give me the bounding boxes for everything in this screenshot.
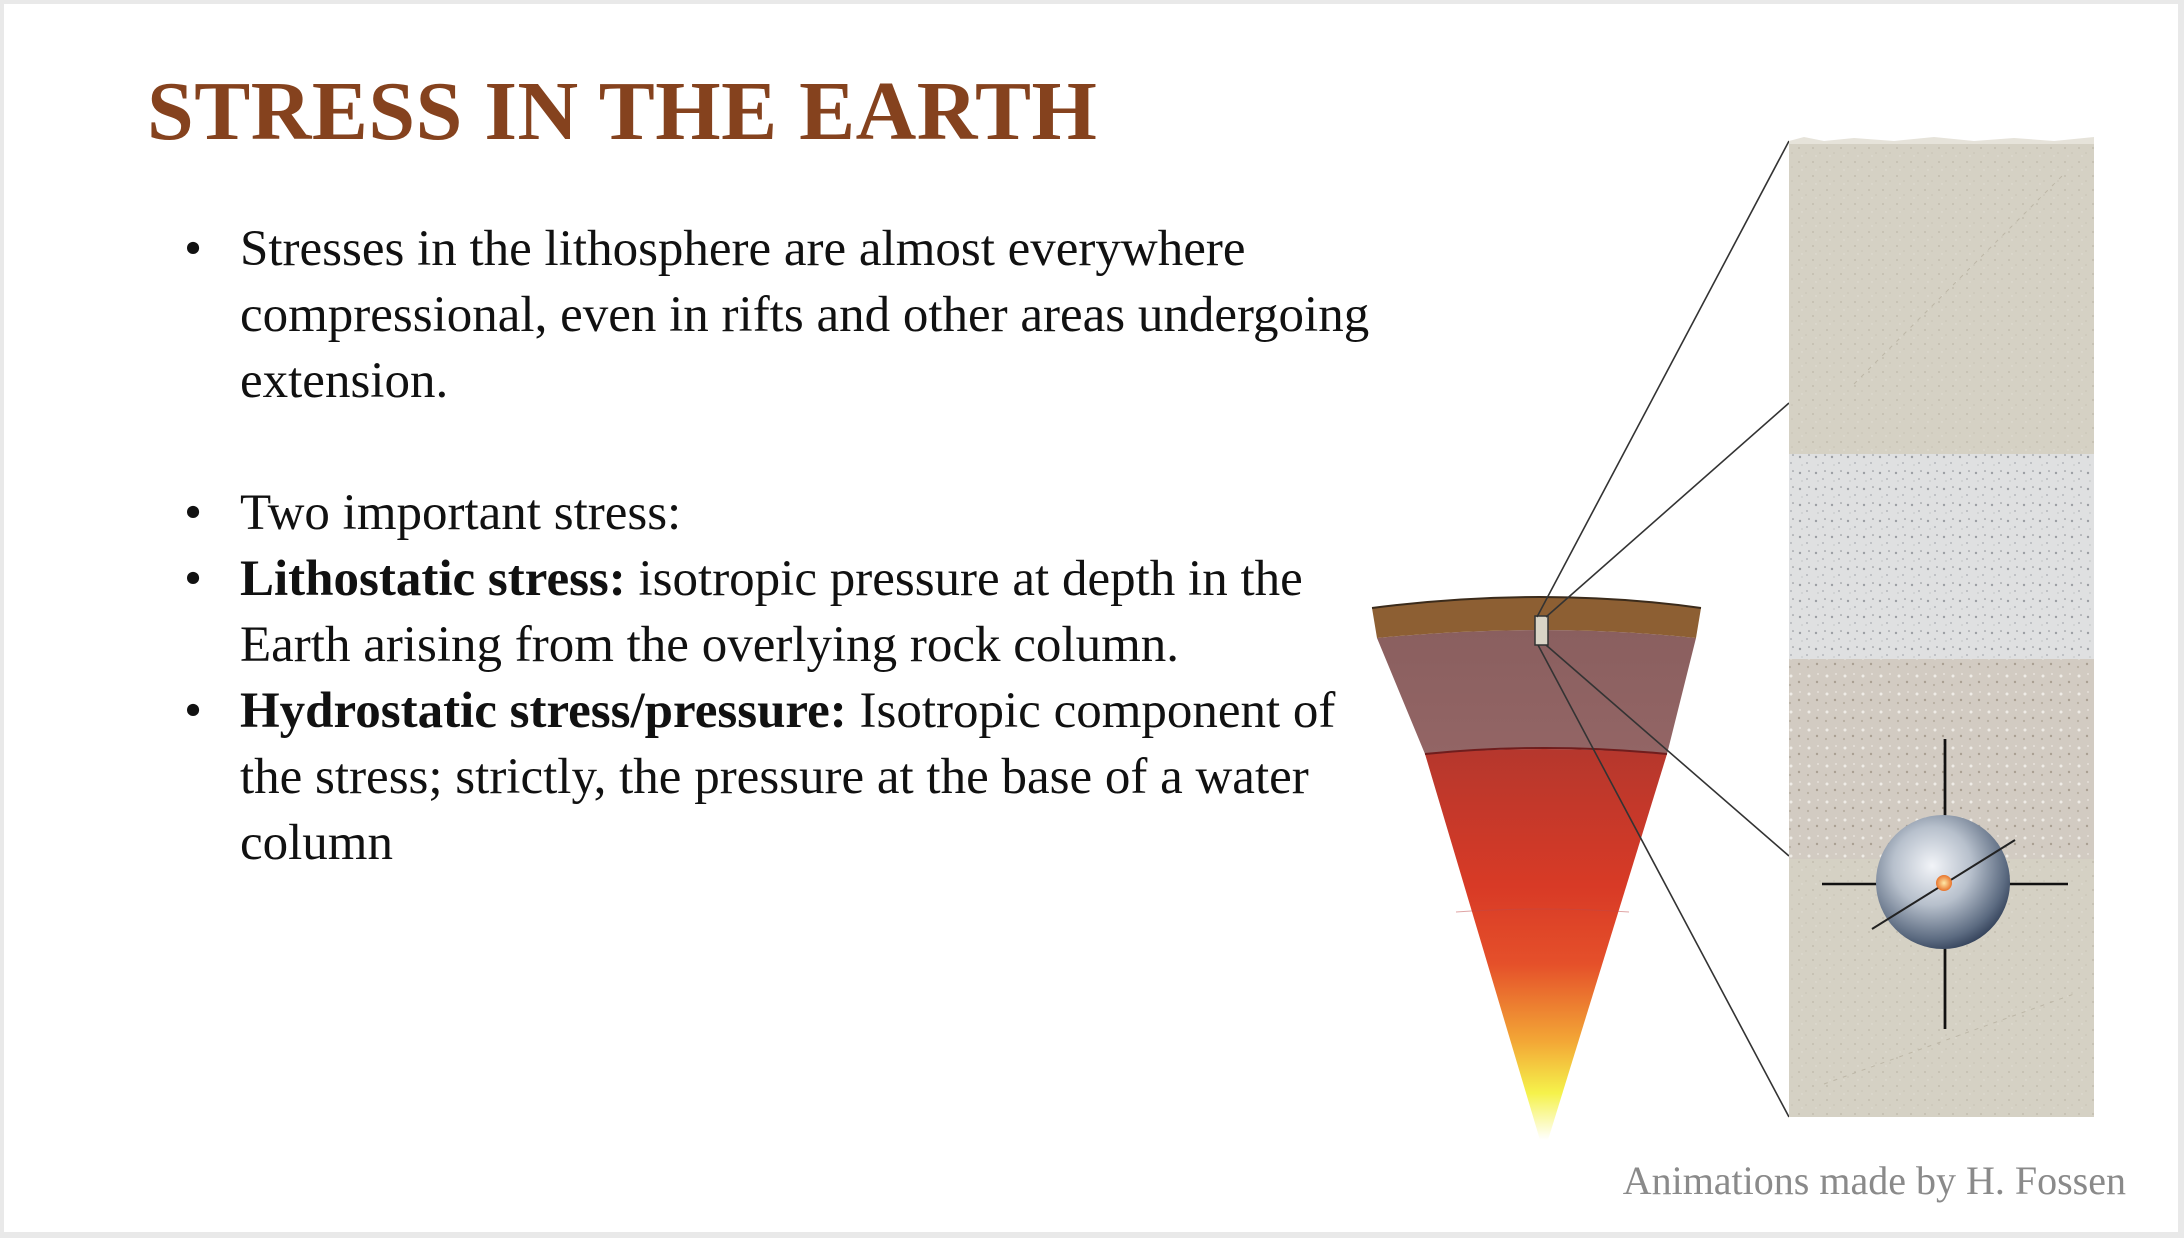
bullet-icon: • bbox=[184, 683, 202, 739]
bullet-bold: Lithostatic stress: bbox=[240, 551, 626, 607]
bullet-list: • Stresses in the lithosphere are almost… bbox=[184, 216, 1370, 876]
bullet-item: • Hydrostatic stress/pressure: Isotropic… bbox=[184, 678, 1370, 876]
slide-title: STRESS IN THE EARTH bbox=[147, 65, 1098, 158]
bullet-text: isotropic pressure at depth in the Earth… bbox=[240, 551, 1303, 673]
mantle-layer bbox=[1377, 630, 1696, 754]
core-region bbox=[1425, 749, 1667, 1140]
bullet-text: Isotropic component of the stress; stric… bbox=[240, 683, 1336, 871]
bullet-bold: Hydrostatic stress/pressure: bbox=[240, 683, 847, 739]
animation-credit: Animations made by H. Fossen bbox=[1622, 1158, 2126, 1203]
rock-column bbox=[1789, 137, 2094, 1117]
sample-location-marker bbox=[1534, 615, 1549, 646]
granite-layer bbox=[1789, 454, 2094, 659]
stress-center-point bbox=[1936, 875, 1952, 891]
bullet-text: Two important stress: bbox=[240, 485, 682, 541]
bullet-icon: • bbox=[184, 485, 202, 541]
bullet-item: • Lithostatic stress: isotropic pressure… bbox=[184, 546, 1370, 678]
earth-wedge-diagram bbox=[1371, 596, 1702, 1140]
slide: STRESS IN THE EARTH • Stresses in the li… bbox=[4, 4, 2178, 1232]
earth-stress-figure bbox=[1371, 137, 2094, 1140]
bullet-text: Stresses in the lithosphere are almost e… bbox=[240, 221, 1370, 409]
zoom-lines bbox=[1536, 140, 1790, 1118]
bullet-icon: • bbox=[184, 551, 202, 607]
bullet-item: • Two important stress: bbox=[184, 480, 1370, 546]
stress-sphere-diagram bbox=[1822, 739, 2068, 1029]
bullet-item: • Stresses in the lithosphere are almost… bbox=[184, 216, 1370, 414]
bullet-icon: • bbox=[184, 221, 202, 277]
sandstone-layer-top bbox=[1789, 141, 2094, 454]
